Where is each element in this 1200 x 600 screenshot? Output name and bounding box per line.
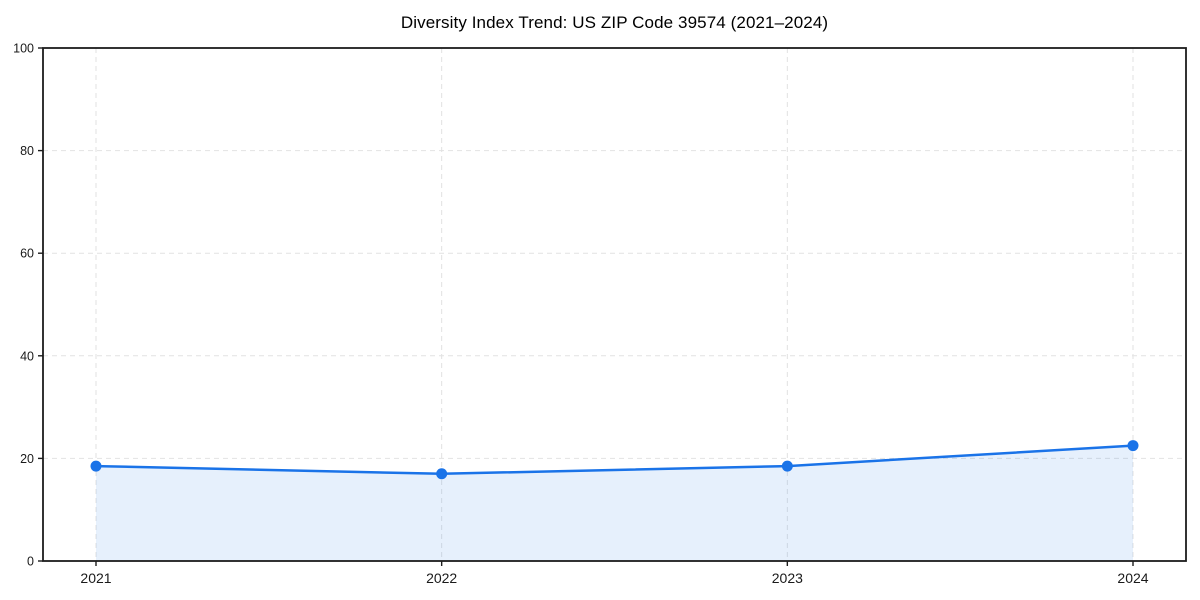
data-point-2024 [1127, 440, 1139, 452]
y-tick-label: 60 [20, 247, 34, 261]
y-tick-label: 0 [27, 555, 34, 569]
y-tick-label: 20 [20, 452, 34, 466]
data-point-2021 [90, 460, 102, 472]
x-tick-label: 2022 [426, 570, 457, 586]
x-tick-label: 2021 [80, 570, 111, 586]
data-point-2023 [781, 460, 793, 472]
x-tick-label: 2024 [1117, 570, 1148, 586]
plot-border [42, 47, 1187, 562]
area-fill [96, 445, 1133, 561]
trend-line [94, 444, 1135, 476]
data-point-2022 [436, 468, 448, 480]
y-tick-label: 40 [20, 349, 34, 363]
x-tick-label: 2023 [772, 570, 803, 586]
chart-title: Diversity Index Trend: US ZIP Code 39574… [400, 13, 829, 32]
y-tick-label: 100 [13, 42, 34, 56]
y-tick-label: 80 [20, 144, 34, 158]
